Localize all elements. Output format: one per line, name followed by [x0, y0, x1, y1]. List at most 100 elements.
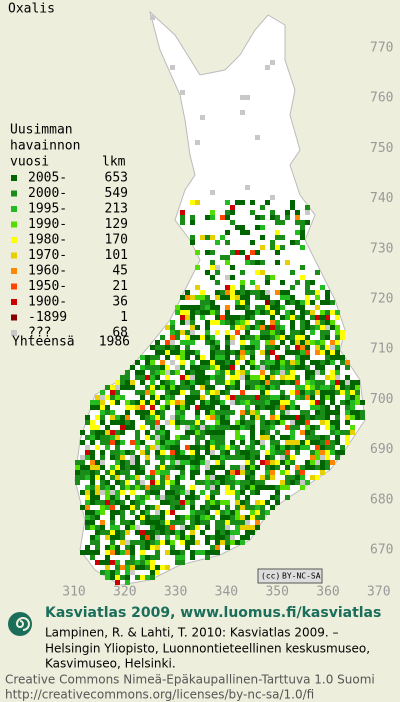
occurrence-square — [110, 560, 115, 565]
occurrence-square — [225, 370, 230, 375]
occurrence-square — [135, 400, 140, 405]
occurrence-square — [140, 530, 145, 535]
northing-label: 680 — [370, 492, 393, 507]
occurrence-square — [240, 270, 245, 275]
occurrence-square — [145, 475, 150, 480]
occurrence-square — [135, 405, 140, 410]
occurrence-square — [200, 505, 205, 510]
occurrence-square — [290, 405, 295, 410]
occurrence-square — [245, 345, 250, 350]
occurrence-square — [280, 355, 285, 360]
occurrence-square — [195, 450, 200, 455]
occurrence-square — [195, 325, 200, 330]
occurrence-square — [185, 500, 190, 505]
legend-period: 1900- — [28, 295, 67, 310]
occurrence-square — [125, 475, 130, 480]
occurrence-square — [105, 535, 110, 540]
occurrence-square — [190, 395, 195, 400]
occurrence-square — [130, 365, 135, 370]
occurrence-square — [140, 400, 145, 405]
occurrence-square — [240, 390, 245, 395]
occurrence-square — [210, 190, 215, 195]
occurrence-square — [210, 480, 215, 485]
occurrence-square — [75, 465, 80, 470]
occurrence-square — [150, 535, 155, 540]
occurrence-square — [190, 445, 195, 450]
occurrence-square — [300, 445, 305, 450]
occurrence-square — [310, 370, 315, 375]
occurrence-square — [160, 460, 165, 465]
occurrence-square — [305, 220, 310, 225]
occurrence-square — [225, 215, 230, 220]
occurrence-square — [100, 460, 105, 465]
occurrence-square — [150, 575, 155, 580]
occurrence-square — [305, 350, 310, 355]
occurrence-square — [360, 410, 365, 415]
occurrence-square — [160, 380, 165, 385]
occurrence-square — [185, 295, 190, 300]
occurrence-square — [325, 395, 330, 400]
occurrence-square — [130, 440, 135, 445]
occurrence-square — [185, 380, 190, 385]
occurrence-square — [180, 550, 185, 555]
occurrence-square — [290, 480, 295, 485]
citation-line: Kasvimuseo, Helsinki. — [45, 657, 176, 671]
occurrence-square — [180, 500, 185, 505]
occurrence-square — [230, 490, 235, 495]
occurrence-square — [205, 215, 210, 220]
occurrence-square — [120, 455, 125, 460]
occurrence-square — [330, 380, 335, 385]
occurrence-square — [195, 410, 200, 415]
occurrence-square — [230, 470, 235, 475]
occurrence-square — [260, 515, 265, 520]
occurrence-square — [180, 315, 185, 320]
occurrence-square — [75, 460, 80, 465]
legend-swatch — [11, 175, 17, 181]
occurrence-square — [155, 370, 160, 375]
occurrence-square — [245, 310, 250, 315]
occurrence-square — [250, 400, 255, 405]
occurrence-square — [230, 520, 235, 525]
occurrence-square — [135, 515, 140, 520]
occurrence-square — [265, 275, 270, 280]
occurrence-square — [210, 545, 215, 550]
occurrence-square — [315, 415, 320, 420]
occurrence-square — [205, 550, 210, 555]
occurrence-square — [285, 440, 290, 445]
occurrence-square — [200, 520, 205, 525]
occurrence-square — [145, 540, 150, 545]
occurrence-square — [245, 470, 250, 475]
occurrence-square — [325, 310, 330, 315]
occurrence-square — [345, 400, 350, 405]
legend-count-heading: lkm — [102, 155, 126, 170]
occurrence-square — [305, 380, 310, 385]
occurrence-square — [210, 550, 215, 555]
occurrence-square — [260, 310, 265, 315]
occurrence-square — [190, 385, 195, 390]
occurrence-square — [300, 230, 305, 235]
occurrence-square — [85, 470, 90, 475]
occurrence-square — [315, 340, 320, 345]
legend-count: 170 — [105, 233, 128, 248]
occurrence-square — [275, 440, 280, 445]
occurrence-square — [125, 495, 130, 500]
occurrence-square — [95, 515, 100, 520]
occurrence-square — [180, 390, 185, 395]
occurrence-square — [255, 490, 260, 495]
occurrence-square — [280, 470, 285, 475]
occurrence-square — [155, 485, 160, 490]
occurrence-square — [320, 405, 325, 410]
occurrence-square — [310, 405, 315, 410]
occurrence-square — [265, 405, 270, 410]
occurrence-square — [175, 450, 180, 455]
occurrence-square — [295, 315, 300, 320]
occurrence-square — [110, 490, 115, 495]
occurrence-square — [255, 515, 260, 520]
occurrence-square — [100, 405, 105, 410]
occurrence-square — [295, 230, 300, 235]
occurrence-square — [190, 220, 195, 225]
occurrence-square — [260, 295, 265, 300]
occurrence-square — [215, 425, 220, 430]
occurrence-square — [225, 515, 230, 520]
occurrence-square — [340, 380, 345, 385]
